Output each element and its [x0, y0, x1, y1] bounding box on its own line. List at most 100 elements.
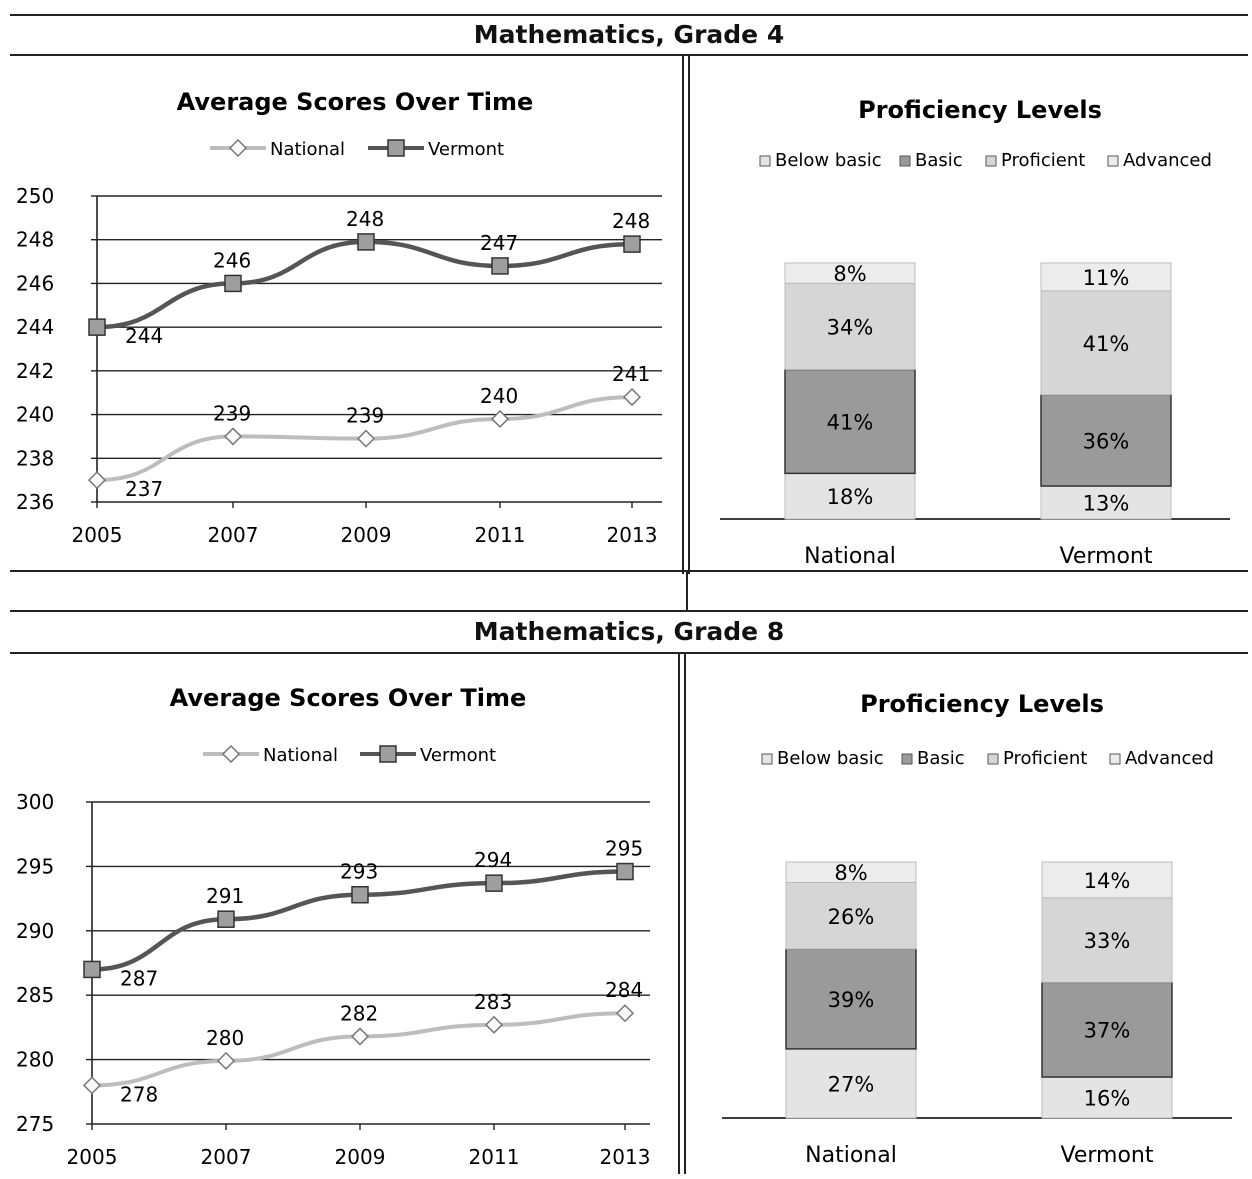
data-point-vermont: [491, 257, 509, 275]
legend-marker-vermont: [387, 139, 405, 157]
data-label-vermont: 293: [340, 860, 378, 884]
data-label-national: 283: [474, 990, 512, 1014]
chart-title: Average Scores Over Time: [177, 88, 534, 116]
data-label-vermont: 294: [474, 848, 512, 872]
bar-value-label: 8%: [833, 262, 866, 286]
divider: [686, 572, 688, 612]
data-point-national: [87, 471, 107, 490]
bar-value-label: 26%: [828, 905, 875, 929]
data-point-national: [484, 1015, 504, 1034]
data-label-national: 237: [125, 477, 163, 501]
data-point-vermont: [616, 862, 634, 881]
bar-value-label: 39%: [828, 988, 875, 1012]
report-sheet: Mathematics, Grade 4 Mathematics, Grade …: [10, 12, 1248, 1174]
y-tick-label: 240: [16, 403, 54, 427]
data-point-vermont: [623, 235, 641, 253]
legend-swatch: [1107, 155, 1119, 167]
bar-segment: [1041, 981, 1173, 1078]
legend-swatch: [987, 753, 999, 765]
bar-chart-svg: Proficiency Levels Below basic Basic Profic…: [720, 96, 1230, 569]
legend-label: National: [263, 745, 338, 766]
legend-label: Basic: [915, 150, 963, 171]
data-label-national: 240: [480, 384, 518, 408]
data-point-national: [356, 429, 376, 448]
bar-value-label: 8%: [834, 861, 867, 885]
border-line: [10, 570, 1248, 572]
divider: [682, 54, 684, 574]
category-label: National: [805, 1143, 897, 1168]
x-tick-label: 2007: [208, 523, 259, 547]
data-label-national: 241: [612, 362, 650, 386]
y-tick-label: 242: [16, 359, 54, 383]
bar-value-label: 33%: [1084, 929, 1131, 953]
divider: [678, 652, 680, 1174]
legend-label: Advanced: [1123, 150, 1212, 171]
y-tick-label: 248: [16, 228, 54, 252]
data-point-vermont: [357, 233, 375, 251]
legend-swatch: [761, 753, 773, 765]
data-label-national: 278: [120, 1082, 158, 1106]
bar-value-label: 34%: [827, 315, 874, 339]
legend-label: Below basic: [777, 748, 884, 769]
x-tick-label: 2011: [475, 523, 526, 547]
category-label: National: [804, 544, 896, 569]
legend-swatch: [985, 155, 997, 167]
legend-label: National: [270, 139, 345, 160]
data-label-vermont: 287: [120, 966, 158, 990]
data-point-national: [615, 1004, 635, 1023]
bar-value-label: 13%: [1083, 492, 1130, 516]
y-tick-label: 290: [16, 919, 54, 943]
bar-chart-svg: Proficiency Levels Below basic Basic Profic…: [722, 690, 1232, 1168]
bar-value-label: 11%: [1083, 266, 1130, 290]
y-tick-label: 285: [16, 983, 54, 1007]
chart-title: Average Scores Over Time: [170, 684, 527, 712]
data-label-vermont: 248: [612, 209, 650, 233]
chart-title: Proficiency Levels: [858, 96, 1102, 124]
bar-segment: [1041, 897, 1173, 983]
border-line: [10, 610, 1248, 612]
legend-swatch: [1109, 753, 1121, 765]
bar-segment: [784, 282, 916, 370]
x-tick-label: 2009: [341, 523, 392, 547]
data-label-vermont: 291: [206, 884, 244, 908]
data-label-national: 239: [346, 404, 384, 428]
bar-value-label: 41%: [827, 410, 874, 434]
category-label: Vermont: [1060, 544, 1153, 569]
data-label-vermont: 247: [480, 231, 518, 255]
legend-label: Proficient: [1001, 150, 1085, 171]
divider: [688, 54, 690, 574]
data-point-vermont: [351, 885, 369, 904]
legend-swatch: [901, 753, 913, 765]
legend-marker-national: [221, 744, 241, 764]
y-tick-label: 246: [16, 271, 54, 295]
bar-value-label: 16%: [1084, 1087, 1131, 1111]
y-tick-label: 300: [16, 790, 54, 814]
bar-segment: [785, 881, 917, 950]
data-label-vermont: 295: [605, 837, 643, 861]
border-line: [10, 54, 1248, 56]
chart-legend: National Vermont: [203, 744, 496, 766]
bar-segment: [1040, 394, 1172, 487]
data-point-vermont: [217, 910, 235, 928]
bar-segment: [785, 861, 917, 883]
border-line: [10, 652, 1248, 654]
bar-segment: [784, 472, 916, 520]
data-label-national: 282: [340, 1001, 378, 1025]
x-tick-label: 2007: [201, 1145, 252, 1169]
bar-segment: [785, 948, 917, 1050]
x-tick-label: 2009: [335, 1145, 386, 1169]
legend-label: Below basic: [775, 150, 882, 171]
x-tick-label: 2013: [607, 523, 658, 547]
x-tick-label: 2005: [72, 523, 123, 547]
border-line: [10, 14, 1248, 16]
bar-segment: [785, 1048, 917, 1119]
bar-segment: [784, 262, 916, 284]
data-point-vermont: [224, 274, 242, 293]
bar-value-label: 14%: [1084, 869, 1131, 893]
legend-marker-national: [228, 138, 248, 158]
legend-label: Vermont: [428, 139, 504, 160]
line-chart-svg: Average Scores Over Time National Vermont 2…: [16, 88, 662, 547]
data-point-vermont: [485, 874, 503, 892]
data-point-national: [490, 409, 510, 429]
bar-segment: [784, 368, 916, 475]
